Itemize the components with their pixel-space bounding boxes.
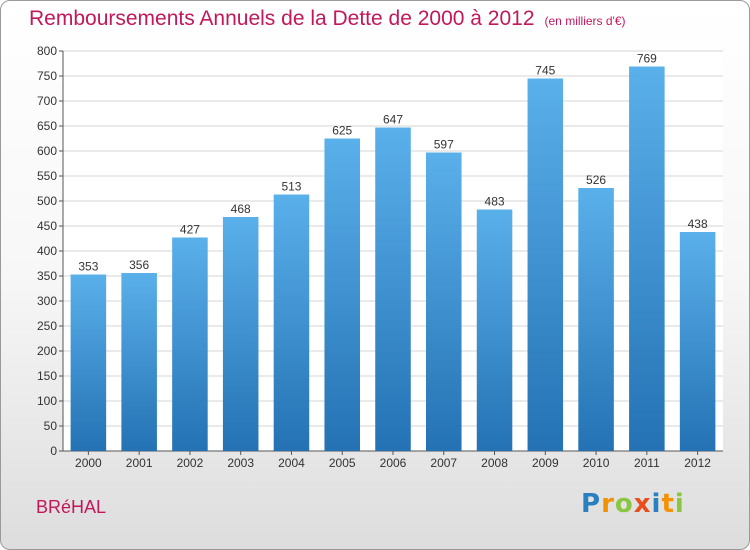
y-tick-label: 200 [37, 344, 57, 358]
y-tick-label: 600 [37, 144, 57, 158]
bar-value-label: 745 [535, 64, 555, 78]
x-tick-label: 2000 [75, 456, 102, 470]
x-tick-label: 2006 [380, 456, 407, 470]
bar [476, 209, 513, 451]
logo-letter: t [661, 489, 675, 519]
bar-value-label: 427 [180, 223, 200, 237]
commune-name: BRéHAL [36, 497, 107, 517]
y-tick-label: 450 [37, 219, 57, 233]
bar-value-label: 353 [78, 260, 98, 274]
y-tick-label: 500 [37, 194, 57, 208]
x-tick-label: 2012 [684, 456, 711, 470]
chart-unit: (en milliers d'€) [544, 14, 626, 28]
logo-letter: x [633, 489, 652, 519]
logo-letter: o [614, 489, 634, 519]
logo-letter: r [601, 489, 615, 519]
logo-letter: P [581, 489, 602, 519]
bar [172, 237, 208, 451]
y-tick-label: 800 [37, 44, 57, 58]
bar-value-label: 647 [383, 113, 403, 127]
x-tick-label: 2007 [430, 456, 457, 470]
bar [121, 273, 157, 451]
y-tick-label: 550 [37, 169, 57, 183]
bar-value-label: 468 [231, 202, 251, 216]
x-tick-label: 2011 [634, 456, 660, 470]
x-tick-label: 2001 [126, 456, 153, 470]
bar [578, 188, 614, 451]
x-tick-label: 2009 [532, 456, 559, 470]
x-tick-label: 2005 [329, 456, 356, 470]
x-tick-label: 2010 [583, 456, 610, 470]
bar [324, 138, 360, 451]
bar [70, 274, 107, 451]
x-tick-label: 2004 [278, 456, 305, 470]
y-tick-label: 0 [50, 444, 57, 458]
x-tick-label: 2002 [177, 456, 204, 470]
y-tick-label: 250 [37, 319, 57, 333]
bar [679, 232, 716, 451]
bar-value-label: 356 [129, 258, 149, 272]
y-tick-label: 100 [37, 394, 57, 408]
bar [426, 152, 462, 451]
chart-title: Remboursements Annuels de la Dette de 20… [29, 7, 626, 31]
x-tick-label: 2008 [481, 456, 508, 470]
bar [273, 194, 310, 451]
y-tick-label: 400 [37, 244, 57, 258]
x-tick-label: 2003 [227, 456, 254, 470]
bar-value-label: 483 [485, 195, 505, 209]
bar-value-label: 526 [586, 173, 606, 187]
bar-value-label: 438 [688, 217, 708, 231]
y-tick-label: 700 [37, 94, 57, 108]
logo-letter: i [651, 489, 662, 519]
bar-value-label: 769 [637, 52, 657, 66]
bar [629, 66, 665, 451]
y-tick-label: 150 [37, 369, 57, 383]
bar-value-label: 625 [332, 124, 352, 138]
bar-value-label: 513 [281, 180, 301, 194]
bar [222, 217, 259, 451]
y-tick-label: 650 [37, 119, 57, 133]
logo-letter: i [674, 489, 685, 519]
bar [375, 127, 411, 451]
bar [527, 78, 564, 451]
y-tick-label: 350 [37, 269, 57, 283]
chart-title-text: Remboursements Annuels de la Dette de 20… [29, 7, 535, 30]
y-tick-label: 300 [37, 294, 57, 308]
y-tick-label: 750 [37, 69, 57, 83]
bar-value-label: 597 [434, 138, 454, 152]
y-tick-label: 50 [44, 419, 58, 433]
proxiti-logo: Proxiti [581, 489, 685, 519]
